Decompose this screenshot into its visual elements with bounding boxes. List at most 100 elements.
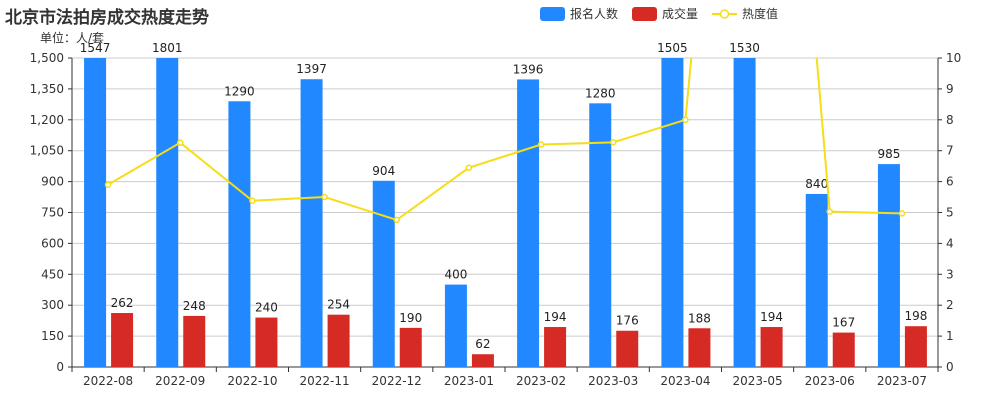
bar-deals — [471, 354, 494, 367]
legend-label: 报名人数 — [570, 7, 619, 21]
unit-label: 单位：人/套 — [40, 31, 105, 45]
bar-deals — [760, 327, 783, 367]
x-tick-label: 2023-04 — [660, 374, 710, 388]
chart-title: 北京市法拍房成交热度走势 — [5, 8, 209, 28]
x-tick-label: 2023-05 — [733, 374, 783, 388]
y-right-tick-label: 9 — [946, 82, 954, 96]
bar-deals — [327, 314, 350, 367]
x-tick-label: 2022-10 — [227, 374, 277, 388]
heat-point — [610, 139, 617, 146]
heat-point — [465, 164, 473, 171]
data-label: 1396 — [513, 62, 544, 76]
x-tick-label: 2022-12 — [372, 374, 422, 388]
data-label: 198 — [904, 309, 927, 323]
heat-line — [107, 58, 902, 222]
data-label: 190 — [399, 311, 422, 325]
bar-deals — [544, 327, 567, 367]
y-right-tick-label: 6 — [946, 175, 954, 189]
heat-point — [682, 116, 689, 124]
data-label: 1505 — [657, 41, 688, 55]
y-left-tick-label: 750 — [41, 206, 64, 220]
y-right-tick-label: 8 — [946, 113, 954, 127]
bar-deals — [832, 332, 855, 367]
y-right-tick-label: 0 — [946, 360, 954, 374]
y-left-tick-label: 150 — [41, 329, 64, 343]
data-label: 1280 — [585, 86, 616, 100]
y-right-tick-label: 2 — [946, 298, 954, 312]
data-label: 248 — [183, 299, 206, 313]
legend-item-deals[interactable]: 成交量 — [632, 5, 698, 22]
x-tick-label: 2023-06 — [805, 374, 855, 388]
bar-signups — [372, 180, 395, 367]
data-label: 1547 — [80, 41, 111, 55]
heat-point — [177, 139, 184, 146]
legend-line-icon — [712, 8, 738, 19]
bar-signups — [156, 58, 179, 367]
y-left-tick-label: 300 — [41, 298, 64, 312]
y-left-tick-label: 900 — [41, 175, 64, 189]
data-label: 1530 — [729, 41, 760, 55]
heat-point — [249, 197, 256, 205]
legend: 报名人数 成交量 热度值 — [540, 5, 778, 22]
data-label: 240 — [255, 301, 278, 315]
x-tick-label: 2023-07 — [877, 374, 927, 388]
y-left-tick-label: 0 — [56, 360, 64, 374]
data-label: 194 — [760, 310, 783, 324]
heat-point — [826, 208, 833, 215]
bar-signups — [589, 103, 612, 367]
x-tick-label: 2022-09 — [155, 374, 205, 388]
bar-signups — [84, 58, 107, 367]
x-tick-label: 2022-11 — [300, 374, 350, 388]
data-label: 840 — [805, 177, 828, 191]
legend-label: 成交量 — [662, 7, 699, 21]
bar-signups — [805, 193, 828, 367]
data-label: 194 — [544, 310, 567, 324]
y-left-tick-label: 1,200 — [30, 113, 64, 127]
x-tick-label: 2022-08 — [83, 374, 133, 388]
data-label: 167 — [832, 316, 855, 330]
bar-signups — [733, 58, 756, 367]
bar-signups — [444, 284, 467, 367]
bar-signups — [661, 58, 684, 367]
bar-deals — [688, 328, 711, 367]
bar-deals — [111, 313, 134, 367]
data-label: 904 — [372, 164, 395, 178]
bar-signups — [517, 79, 540, 367]
heat-point — [104, 181, 112, 188]
data-label: 254 — [327, 298, 350, 312]
legend-item-signups[interactable]: 报名人数 — [540, 5, 618, 22]
bar-deals — [904, 326, 927, 367]
bar-deals — [255, 317, 278, 367]
bar-signups — [228, 101, 251, 367]
y-left-tick-label: 1,350 — [30, 82, 64, 96]
data-label: 188 — [688, 311, 711, 325]
heat-point — [898, 210, 906, 217]
y-left-tick-label: 1,500 — [30, 51, 64, 65]
bar-signups — [877, 164, 900, 367]
heat-point — [537, 141, 545, 148]
y-left-tick-label: 1,050 — [30, 144, 64, 158]
bar-deals — [183, 315, 206, 367]
data-label: 1801 — [152, 41, 183, 55]
x-tick-label: 2023-01 — [444, 374, 494, 388]
bar-deals — [399, 327, 422, 367]
data-label: 400 — [444, 268, 467, 282]
legend-swatch — [540, 6, 565, 21]
legend-swatch — [632, 6, 658, 21]
x-tick-label: 2023-02 — [516, 374, 566, 388]
data-label: 262 — [111, 296, 134, 310]
y-left-tick-label: 450 — [41, 267, 64, 281]
y-left-tick-label: 600 — [41, 236, 64, 250]
x-tick-label: 2023-03 — [588, 374, 638, 388]
legend-label: 热度值 — [742, 7, 779, 21]
legend-item-heat[interactable]: 热度值 — [712, 5, 778, 22]
data-label: 1290 — [224, 84, 255, 98]
data-label: 176 — [616, 314, 639, 328]
data-label: 1397 — [296, 62, 327, 76]
heat-point — [321, 193, 328, 201]
y-right-tick-label: 7 — [946, 144, 954, 158]
data-label: 985 — [877, 147, 900, 161]
bar-signups — [300, 79, 323, 367]
